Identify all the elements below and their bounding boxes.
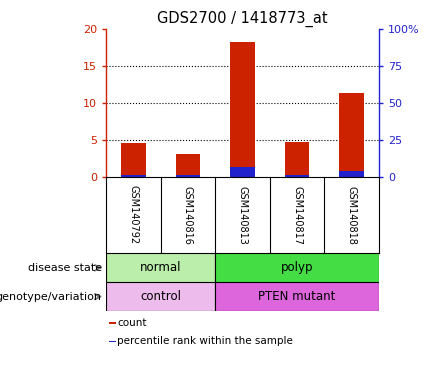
Bar <box>339 93 364 177</box>
Bar <box>215 282 379 311</box>
Bar <box>109 322 116 324</box>
Text: GSM140813: GSM140813 <box>237 185 248 245</box>
Bar <box>339 171 364 177</box>
Bar <box>109 341 116 342</box>
Bar <box>285 175 309 177</box>
Bar <box>121 175 145 177</box>
Text: disease state: disease state <box>28 263 102 273</box>
Bar <box>230 167 255 177</box>
Bar <box>106 282 215 311</box>
Bar <box>121 143 145 177</box>
Text: genotype/variation: genotype/variation <box>0 291 102 302</box>
Text: percentile rank within the sample: percentile rank within the sample <box>117 336 293 346</box>
Text: PTEN mutant: PTEN mutant <box>259 290 336 303</box>
Bar <box>106 253 215 282</box>
Text: control: control <box>140 290 181 303</box>
Text: normal: normal <box>140 262 181 274</box>
Bar <box>176 154 200 177</box>
Bar <box>215 253 379 282</box>
Bar <box>176 175 200 177</box>
Text: count: count <box>117 318 147 328</box>
Text: GSM140817: GSM140817 <box>292 185 302 245</box>
Text: GSM140818: GSM140818 <box>346 185 357 245</box>
Title: GDS2700 / 1418773_at: GDS2700 / 1418773_at <box>157 11 328 27</box>
Text: GSM140792: GSM140792 <box>128 185 139 245</box>
Text: polyp: polyp <box>281 262 313 274</box>
Text: GSM140816: GSM140816 <box>183 185 193 245</box>
Bar <box>230 42 255 177</box>
Bar <box>285 142 309 177</box>
